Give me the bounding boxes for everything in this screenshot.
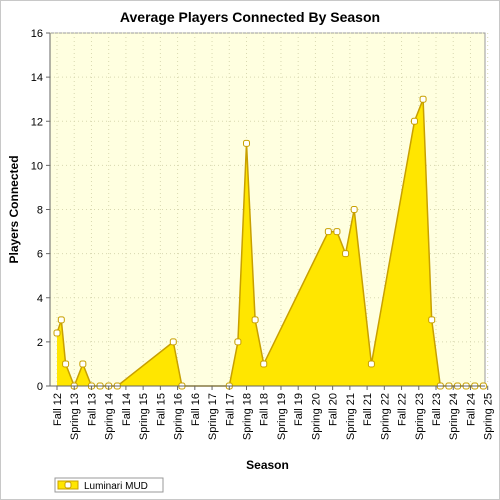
data-point [62, 360, 70, 368]
x-tick-label: Spring 19 [276, 393, 288, 440]
data-point [342, 250, 350, 258]
legend-label: Luminari MUD [84, 481, 148, 492]
x-tick-label: Fall 13 [86, 393, 98, 426]
y-tick-label: 8 [37, 205, 43, 217]
x-tick-label: Fall 23 [431, 393, 443, 426]
series-markers [53, 95, 487, 390]
x-tick-label: Spring 23 [414, 393, 426, 440]
x-tick-label: Fall 12 [52, 393, 64, 426]
data-point [260, 360, 268, 368]
y-tick-label: 16 [31, 28, 43, 40]
x-tick-label: Spring 15 [138, 393, 150, 440]
y-tick-label: 2 [37, 337, 43, 349]
x-tick-label: Spring 14 [104, 393, 116, 440]
legend-swatch-marker [64, 481, 72, 489]
data-point [350, 206, 358, 213]
y-tick-label: 4 [37, 293, 43, 305]
x-tick-label: Spring 18 [242, 393, 254, 440]
area-fill [57, 99, 484, 386]
x-tick-label: Fall 15 [155, 393, 167, 426]
data-point [324, 228, 332, 236]
axes: 0 2 4 6 8 10 12 14 16 Fall 12 Spring 13 Fall 13 Spri… [31, 28, 495, 440]
x-tick-label: Fall 18 [259, 393, 271, 426]
legend-box [54, 477, 164, 493]
x-tick-label: Fall 20 [328, 393, 340, 426]
data-point [333, 228, 341, 236]
x-tick-label: Spring 16 [173, 393, 185, 440]
data-point [428, 316, 436, 324]
chart-title: Average Players Connected By Season [120, 9, 380, 25]
y-tick-label: 10 [31, 160, 43, 172]
x-tick-label: Spring 21 [345, 393, 357, 440]
data-point [79, 360, 87, 368]
data-point [234, 338, 242, 346]
x-tick-label: Fall 24 [465, 393, 477, 426]
x-tick-label: Spring 25 [483, 393, 495, 440]
data-point [169, 338, 177, 346]
x-tick-label: Spring 13 [69, 393, 81, 440]
x-tick-label: Spring 17 [207, 393, 219, 440]
x-tick-label: Spring 22 [379, 393, 391, 440]
x-tick-label: Fall 19 [293, 393, 305, 426]
data-point [367, 360, 375, 368]
x-tick-label: Fall 14 [121, 393, 133, 426]
y-tick-label: 0 [37, 381, 43, 393]
y-tick-label: 6 [37, 249, 43, 261]
legend-swatch [57, 480, 79, 490]
x-tick-label: Fall 17 [224, 393, 236, 426]
x-axis-label: Season [246, 458, 289, 472]
data-point [251, 316, 259, 324]
y-tick-label: 12 [31, 116, 43, 128]
data-point [53, 329, 61, 337]
data-point [243, 139, 251, 147]
data-point [57, 316, 65, 324]
x-tick-label: Fall 21 [362, 393, 374, 426]
x-tick-label: Fall 22 [397, 393, 409, 426]
legend: Luminari MUD [54, 477, 164, 493]
x-tick-label: Fall 16 [190, 393, 202, 426]
x-tick-label: Spring 24 [448, 393, 460, 440]
data-point [410, 117, 418, 125]
y-axis-label: Players Connected [7, 155, 21, 263]
y-tick-label: 14 [31, 72, 43, 84]
x-tick-label: Spring 20 [310, 393, 322, 440]
data-point [419, 95, 427, 103]
